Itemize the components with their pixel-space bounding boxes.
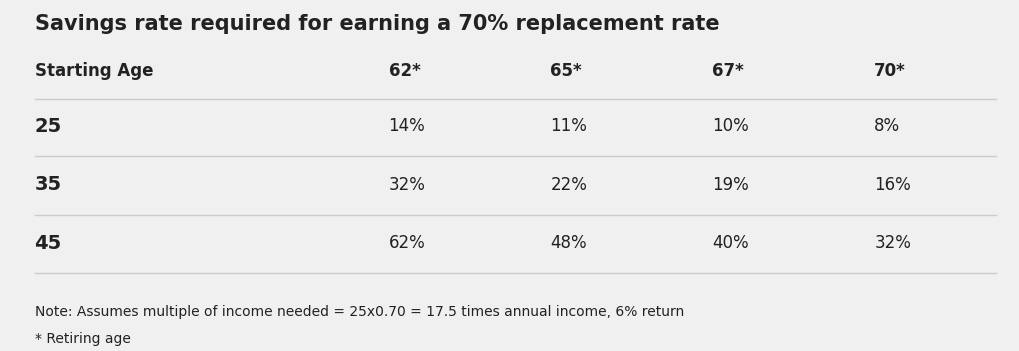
Text: 19%: 19%	[711, 176, 748, 193]
Text: 32%: 32%	[873, 234, 910, 252]
Text: 62%: 62%	[388, 234, 425, 252]
Text: 10%: 10%	[711, 117, 748, 135]
Text: 40%: 40%	[711, 234, 748, 252]
Text: 32%: 32%	[388, 176, 425, 193]
Text: 70*: 70*	[873, 62, 905, 80]
Text: 45: 45	[35, 233, 62, 252]
Text: 65*: 65*	[550, 62, 582, 80]
Text: 67*: 67*	[711, 62, 743, 80]
Text: 48%: 48%	[550, 234, 587, 252]
Text: * Retiring age: * Retiring age	[35, 332, 130, 345]
Text: Savings rate required for earning a 70% replacement rate: Savings rate required for earning a 70% …	[35, 14, 718, 34]
Text: Starting Age: Starting Age	[35, 62, 153, 80]
Text: 25: 25	[35, 117, 62, 135]
Text: 16%: 16%	[873, 176, 910, 193]
Text: 11%: 11%	[550, 117, 587, 135]
Text: 14%: 14%	[388, 117, 425, 135]
Text: 35: 35	[35, 175, 61, 194]
Text: 8%: 8%	[873, 117, 900, 135]
Text: 62*: 62*	[388, 62, 420, 80]
Text: Note: Assumes multiple of income needed = 25x0.70 = 17.5 times annual income, 6%: Note: Assumes multiple of income needed …	[35, 305, 683, 319]
Text: 22%: 22%	[550, 176, 587, 193]
